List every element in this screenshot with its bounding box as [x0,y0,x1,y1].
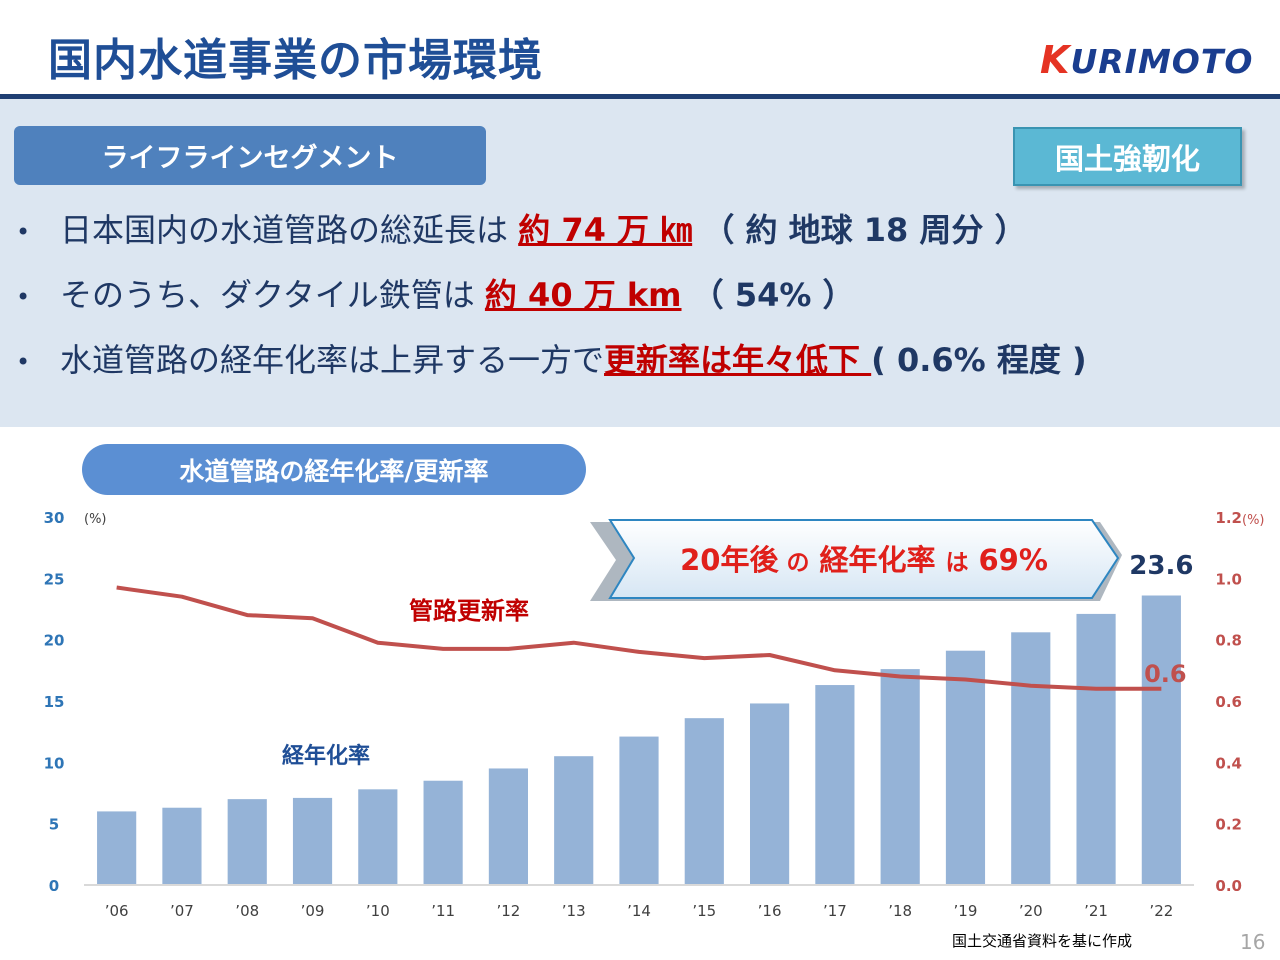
bullet-marker: • [16,218,31,246]
right-axis-tick: 0.2 [1215,816,1242,834]
x-axis-tick: ’11 [431,902,455,920]
legend-aging-rate: 経年化率 [282,743,370,769]
segment-label: ライフラインセグメント [14,126,486,185]
bar-aging-rate [619,736,659,885]
callout-text: 20年後の経年化率は 69% [680,543,1048,577]
x-axis-tick: ’12 [496,902,520,920]
x-axis-tick: ’07 [170,902,194,920]
last-line-label: 0.6 [1144,660,1187,688]
bullet-marker: • [16,348,31,376]
left-axis-unit: (%) [84,512,107,527]
x-axis-tick: ’15 [692,902,716,920]
bar-aging-rate [750,703,790,885]
bar-aging-rate [423,780,463,885]
bullet-pipe-length: • 日本国内の水道管路の総延長は 約 74 万 ㎞ （ 約 地球 18 周分 ） [16,211,1027,249]
right-axis-tick: 0.4 [1215,754,1242,772]
bar-aging-rate [554,756,594,885]
right-axis-tick: 0.6 [1215,693,1242,711]
x-axis-tick: ’10 [366,902,390,920]
x-axis-tick: ’21 [1084,902,1108,920]
left-axis-tick: 20 [44,632,65,650]
bar-aging-rate [97,811,137,885]
bar-aging-rate [1076,613,1116,885]
legend-renewal-rate: 管路更新率 [409,597,529,625]
left-axis-tick: 5 [49,816,59,834]
x-axis-tick: ’09 [301,902,325,920]
highlight-renewal-decline: 更新率は年々低下 [604,341,872,379]
header-divider [0,94,1280,99]
renewal-rate-line [116,585,1162,691]
bar-aging-rate [1011,632,1051,885]
forecast-callout: 20年後の経年化率は 69% [590,519,1122,601]
right-axis-tick: 1.0 [1215,570,1242,588]
x-axis-tick: ’16 [758,902,782,920]
last-bar-label: 23.6 [1129,551,1193,581]
x-axis-tick: ’06 [105,902,129,920]
bar-aging-rate [945,650,986,885]
x-axis-tick: ’08 [235,902,259,920]
left-axis-tick: 25 [44,570,65,588]
x-axis-tick: ’22 [1149,902,1173,920]
page-number: 16 [1240,930,1266,954]
right-axis-tick: 1.2 [1215,509,1242,527]
left-axis-tick: 10 [44,754,65,772]
highlight-ductile-length: 約 40 万 km [484,276,682,314]
bar-aging-rate [880,669,920,885]
x-axis-tick: ’19 [954,902,978,920]
x-axis-tick: ’18 [888,902,912,920]
chart-title: 水道管路の経年化率/更新率 [82,444,586,495]
highlight-pipe-length: 約 74 万 ㎞ [518,211,693,249]
page-title: 国内水道事業の市場環境 [48,35,543,86]
bullet-aging-rate: • 水道管路の経年化率は上昇する一方で更新率は年々低下 ( 0.6% 程度 ) [16,341,1087,379]
x-axis-tick: ’17 [823,902,847,920]
left-axis-tick: 0 [49,877,59,895]
bar-aging-rate [815,685,855,885]
resilience-tag: 国土強靭化 [1013,127,1242,186]
bullet-ductile-iron: • そのうち、ダクタイル鉄管は 約 40 万 km （ 54% ） [16,276,855,314]
left-axis-tick: 30 [44,509,65,527]
right-axis-unit: (%) [1242,513,1265,528]
bar-aging-rate [358,789,398,885]
x-axis-tick: ’20 [1019,902,1043,920]
bar-aging-rate [227,799,267,885]
right-axis-tick: 0.8 [1215,632,1242,650]
kurimoto-logo: KURIMOTO [1040,38,1254,82]
bar-aging-rate [1141,595,1181,885]
bar-aging-rate [488,768,528,885]
left-axis-tick: 15 [44,693,65,711]
bullet-marker: • [16,283,31,311]
right-axis-tick: 0.0 [1215,877,1242,895]
aging-renewal-chart: 0 5 10 15 20 25 30 0.0 0.2 0.4 0.6 0.8 1.0 1.2 ’06 ’0… [44,509,1265,920]
bar-aging-rate [292,797,333,885]
x-axis-tick: ’13 [562,902,586,920]
source-note: 国土交通省資料を基に作成 [952,932,1133,950]
bar-aging-rate [162,807,202,885]
x-axis-tick: ’14 [627,902,651,920]
bar-aging-rate [684,718,724,885]
